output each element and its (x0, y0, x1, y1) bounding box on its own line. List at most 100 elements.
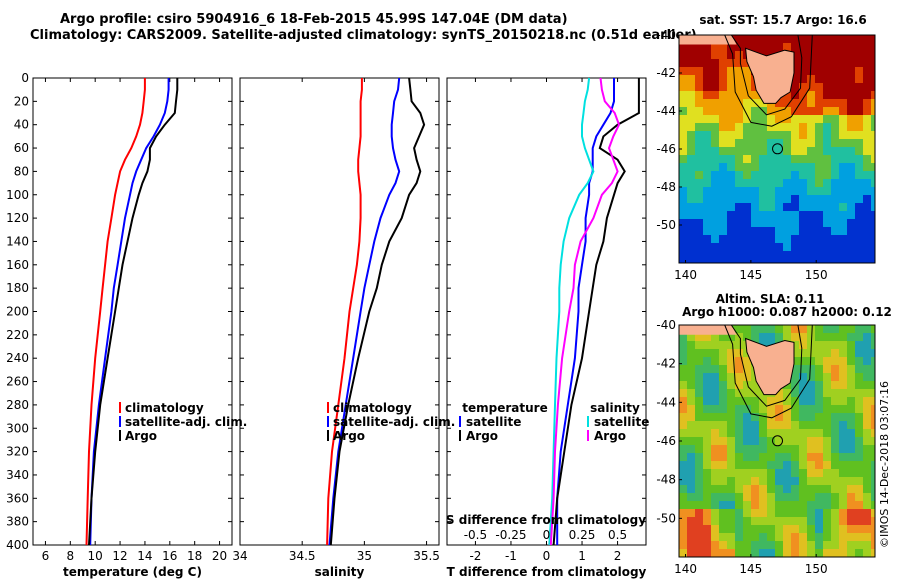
map-cell (783, 533, 791, 541)
map-cell (839, 549, 847, 557)
map-cell (863, 525, 871, 533)
map-cell (751, 43, 759, 51)
map-cell (799, 35, 807, 43)
map-cell (711, 437, 719, 445)
map-cell (735, 381, 743, 389)
map-cell (751, 155, 759, 163)
map-cell (687, 43, 695, 51)
map-cell (759, 525, 767, 533)
top-tick-label: 0.25 (569, 528, 596, 542)
map-cell (799, 67, 807, 75)
map-cell (759, 437, 767, 445)
map-cell (855, 549, 863, 557)
map-cell (863, 461, 871, 469)
map-cell (823, 139, 831, 147)
map-cell (855, 107, 863, 115)
map-cell (839, 405, 847, 413)
map-cell (679, 187, 687, 195)
map-cell (775, 445, 783, 453)
map-cell (799, 509, 807, 517)
map-cell (711, 477, 719, 485)
map-cell (679, 477, 687, 485)
map-cell (871, 541, 875, 549)
map-cell (695, 477, 703, 485)
map-cell (703, 413, 711, 421)
map-cell (751, 453, 759, 461)
map-cell (823, 437, 831, 445)
map-cell (727, 541, 735, 549)
map-cell (847, 259, 855, 263)
map-cell (719, 99, 727, 107)
map-cell (871, 43, 875, 51)
map-cell (871, 349, 875, 357)
map-cell (679, 107, 687, 115)
map-cell (687, 453, 695, 461)
map-cell (727, 445, 735, 453)
map-cell (735, 405, 743, 413)
map-cell (687, 179, 695, 187)
y-tick-label: 0 (21, 71, 29, 85)
map-cell (743, 365, 751, 373)
map-cell (767, 211, 775, 219)
map-cell (791, 43, 799, 51)
map-cell (791, 35, 799, 43)
map-cell (791, 389, 799, 397)
series-line-salinity-satellite (548, 77, 595, 546)
map-cell (863, 67, 871, 75)
map-cell (823, 155, 831, 163)
map-cell (703, 397, 711, 405)
map-cell (751, 429, 759, 437)
map-cell (839, 533, 847, 541)
map-cell (791, 139, 799, 147)
map-cell (719, 139, 727, 147)
map-cell (695, 195, 703, 203)
map-cell (815, 43, 823, 51)
map-cell (775, 397, 783, 405)
map-cell (743, 147, 751, 155)
map-cell (863, 517, 871, 525)
map-cell (871, 461, 875, 469)
map-cell (855, 477, 863, 485)
map-cell (703, 147, 711, 155)
map-cell (831, 99, 839, 107)
map-cell (871, 171, 875, 179)
map-cell (719, 493, 727, 501)
map-cell (759, 115, 767, 123)
map-cell (703, 509, 711, 517)
map-cell (855, 147, 863, 155)
map-cell (735, 445, 743, 453)
map-cell (783, 251, 791, 259)
map-cell (815, 243, 823, 251)
map-cell (783, 219, 791, 227)
map-cell (735, 461, 743, 469)
map-cell (847, 83, 855, 91)
map-cell (727, 525, 735, 533)
map-cell (743, 163, 751, 171)
map-cell (855, 421, 863, 429)
map-cell (847, 115, 855, 123)
map-cell (815, 461, 823, 469)
sst-map-title: sat. SST: 15.7 Argo: 16.6 (699, 13, 866, 27)
map-cell (759, 211, 767, 219)
map-cell (703, 341, 711, 349)
map-cell (735, 259, 743, 263)
map-cell (743, 501, 751, 509)
map-cell (855, 251, 863, 259)
map-cell (775, 413, 783, 421)
map-cell (791, 445, 799, 453)
map-cell (799, 171, 807, 179)
legend-label: Argo (466, 429, 498, 443)
map-cell (767, 541, 775, 549)
map-cell (735, 437, 743, 445)
map-cell (807, 509, 815, 517)
map-cell (783, 549, 791, 557)
argo-position-marker (772, 143, 784, 155)
map-cell (695, 437, 703, 445)
map-cell (695, 51, 703, 59)
map-cell (679, 123, 687, 131)
map-cell (791, 405, 799, 413)
map-cell (847, 187, 855, 195)
map-cell (871, 211, 875, 219)
y-tick-label: 180 (6, 281, 29, 295)
map-cell (727, 461, 735, 469)
